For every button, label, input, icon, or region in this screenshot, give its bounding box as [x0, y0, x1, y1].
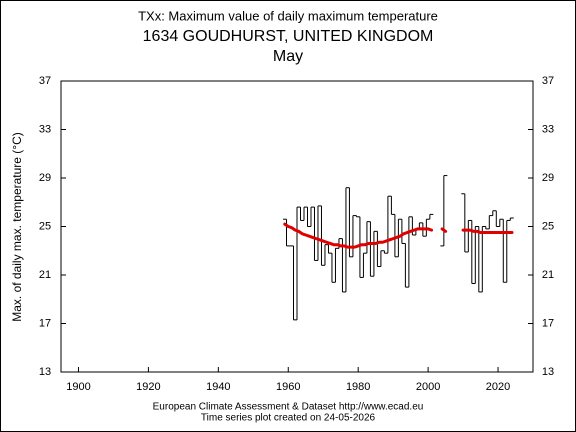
y-tick-label: 29: [39, 172, 51, 184]
x-tick-label: 2000: [416, 381, 440, 393]
x-tick-label: 1900: [66, 381, 90, 393]
x-tick-label: 1960: [276, 381, 300, 393]
y-tick-label: 21: [39, 269, 51, 281]
y-tick-label: 13: [39, 366, 51, 378]
y-tick-label: 33: [39, 123, 51, 135]
footer-line: Time series plot created on 24-05-2026: [201, 413, 376, 424]
y2-tick-label: 25: [542, 220, 554, 232]
y2-tick-label: 37: [542, 75, 554, 87]
y-tick-label: 37: [39, 75, 51, 87]
period-label: May: [273, 48, 303, 65]
y2-tick-label: 29: [542, 172, 554, 184]
x-tick-label: 1920: [136, 381, 160, 393]
footer-line: European Climate Assessment & Dataset ht…: [153, 402, 424, 413]
y2-tick-label: 21: [542, 269, 554, 281]
x-tick-label: 1980: [346, 381, 370, 393]
y2-tick-label: 33: [542, 123, 554, 135]
y2-tick-label: 17: [542, 317, 554, 329]
chart-subtitle: 1634 GOUDHURST, UNITED KINGDOM: [143, 28, 434, 45]
x-tick-label: 1940: [206, 381, 230, 393]
y-tick-label: 17: [39, 317, 51, 329]
y-axis-label: Max. of daily max. temperature (°C): [10, 132, 24, 322]
chart-title: TXx: Maximum value of daily maximum temp…: [138, 8, 438, 23]
y-tick-label: 25: [39, 220, 51, 232]
x-tick-label: 2020: [486, 381, 510, 393]
y2-tick-label: 13: [542, 366, 554, 378]
trend-line: [283, 222, 514, 249]
